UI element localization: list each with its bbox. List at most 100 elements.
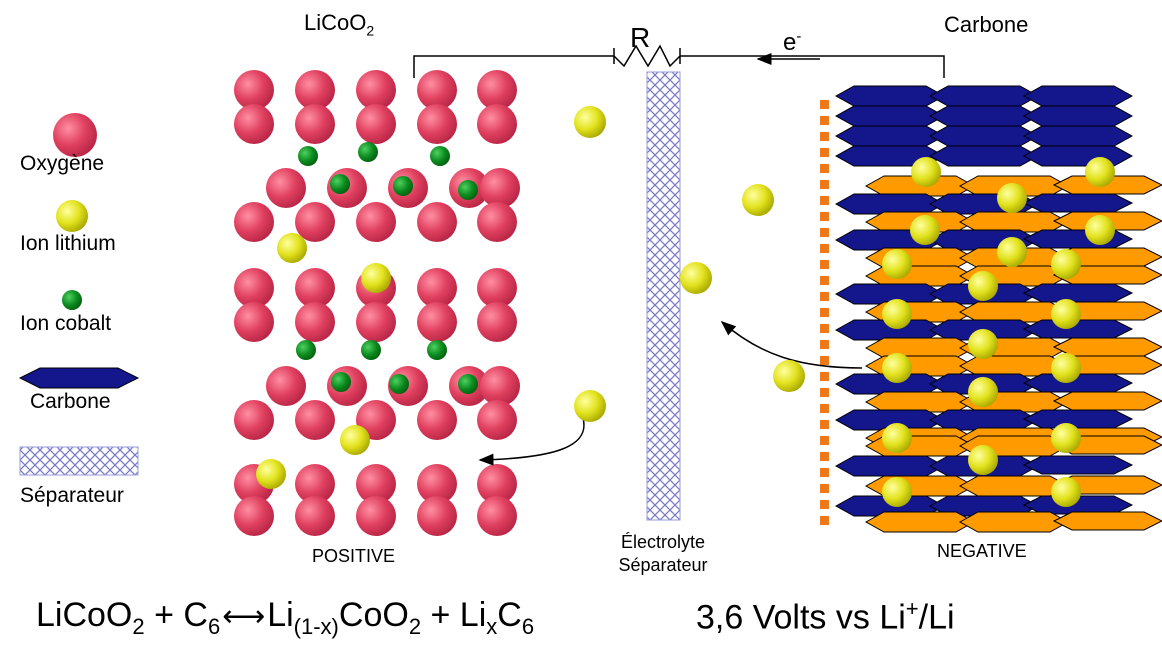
cathode-formula: LiCoO2 (304, 10, 375, 39)
oxygen-atom (417, 104, 457, 144)
oxygen-atom (477, 70, 517, 110)
lithium-ion (340, 425, 370, 455)
positive-label: POSITIVE (312, 546, 396, 566)
collector-dot (820, 324, 829, 333)
cobalt-ion (430, 146, 450, 166)
oxygen-atom (477, 202, 517, 242)
oxygen-atom (234, 400, 274, 440)
legend-separator-swatch (19, 446, 139, 476)
oxygen-atom (477, 268, 517, 308)
lithium-ion (968, 271, 998, 301)
lithium-ion (1051, 299, 1081, 329)
lithium-ion (882, 477, 912, 507)
carbon-sheet (928, 105, 1040, 127)
legend-oxygen-swatch (53, 113, 97, 157)
separator-membrane (646, 71, 681, 521)
electron-label: e- (783, 28, 802, 56)
collector-dot (820, 228, 829, 237)
lithium-ion (997, 183, 1027, 213)
oxygen-atom (417, 202, 457, 242)
collector-dot (820, 420, 829, 429)
lithium-ion (1051, 423, 1081, 453)
legend (18, 113, 140, 476)
oxygen-atom (234, 70, 274, 110)
oxygen-atom (266, 366, 306, 406)
cobalt-ion (361, 340, 381, 360)
legend-lithium-label: Ion lithium (20, 232, 116, 255)
carbon-sheet (864, 337, 976, 359)
carbon-sheet (928, 85, 1040, 107)
oxygen-atom (477, 104, 517, 144)
legend-carbon-label: Carbone (30, 390, 111, 413)
legend-cobalt-swatch (62, 290, 82, 310)
lithium-ion (882, 423, 912, 453)
collector-dot (820, 180, 829, 189)
collector-dot (820, 500, 829, 509)
cobalt-ion (358, 142, 378, 162)
free-lithium-ions (574, 106, 805, 422)
carbon-sheet (958, 211, 1070, 233)
lithium-ion (680, 262, 712, 294)
oxygen-atom (480, 168, 520, 208)
oxygen-atom (234, 302, 274, 342)
oxygen-atom (417, 302, 457, 342)
carbon-sheet (834, 455, 946, 477)
lithium-ion (256, 459, 286, 489)
lithium-ion (1051, 353, 1081, 383)
electrolyte-label: Électrolyte Séparateur (618, 532, 708, 575)
carbon-sheet (958, 511, 1070, 533)
collector-dot (820, 116, 829, 125)
oxygen-atom (234, 496, 274, 536)
carbon-sheet (1022, 85, 1134, 107)
carbon-sheet (1022, 409, 1134, 429)
carbon-sheet (928, 145, 1040, 167)
collector-dot (820, 164, 829, 173)
carbon-sheet (1052, 391, 1162, 411)
oxygen-atom (295, 104, 335, 144)
collector-dot (820, 308, 829, 317)
ion-arrow-to-cathode (478, 417, 585, 466)
collector-dot (820, 388, 829, 397)
oxygen-atom (477, 464, 517, 504)
oxygen-atom (477, 302, 517, 342)
current-collector (820, 100, 829, 525)
legend-carbon-swatch (18, 367, 140, 389)
cobalt-ion (296, 340, 316, 360)
collector-dot (820, 372, 829, 381)
collector-dot (820, 340, 829, 349)
collector-dot (820, 244, 829, 253)
collector-dot (820, 196, 829, 205)
lithium-ion (882, 353, 912, 383)
collector-dot (820, 484, 829, 493)
carbon-sheet (834, 105, 946, 127)
carbon-sheet (1022, 229, 1134, 249)
collector-dot (820, 516, 829, 525)
legend-lithium-swatch (56, 200, 88, 232)
carbon-sheet (1052, 511, 1162, 531)
oxygen-atom (295, 496, 335, 536)
lithium-ion (1051, 249, 1081, 279)
lithium-ion (968, 445, 998, 475)
lithium-ion (910, 215, 940, 245)
resistor-symbol (613, 44, 681, 68)
lithium-ion (1051, 477, 1081, 507)
carbon-sheet (1022, 105, 1134, 127)
lithium-ion (882, 249, 912, 279)
collector-dot (820, 452, 829, 461)
carbon-sheet (1022, 283, 1134, 303)
cobalt-ion (331, 372, 351, 392)
oxygen-atom (417, 464, 457, 504)
lithium-ion (1085, 215, 1115, 245)
legend-oxygen-label: Oxygène (20, 152, 105, 175)
collector-dot (820, 212, 829, 221)
carbon-sheet (1052, 337, 1162, 357)
collector-dot (820, 276, 829, 285)
carbon-sheet (928, 409, 1040, 431)
oxygen-atom (295, 400, 335, 440)
oxygen-atom (356, 70, 396, 110)
oxygen-atom (295, 302, 335, 342)
carbon-sheet (834, 193, 946, 215)
carbon-sheet (834, 85, 946, 107)
oxygen-atom (234, 104, 274, 144)
